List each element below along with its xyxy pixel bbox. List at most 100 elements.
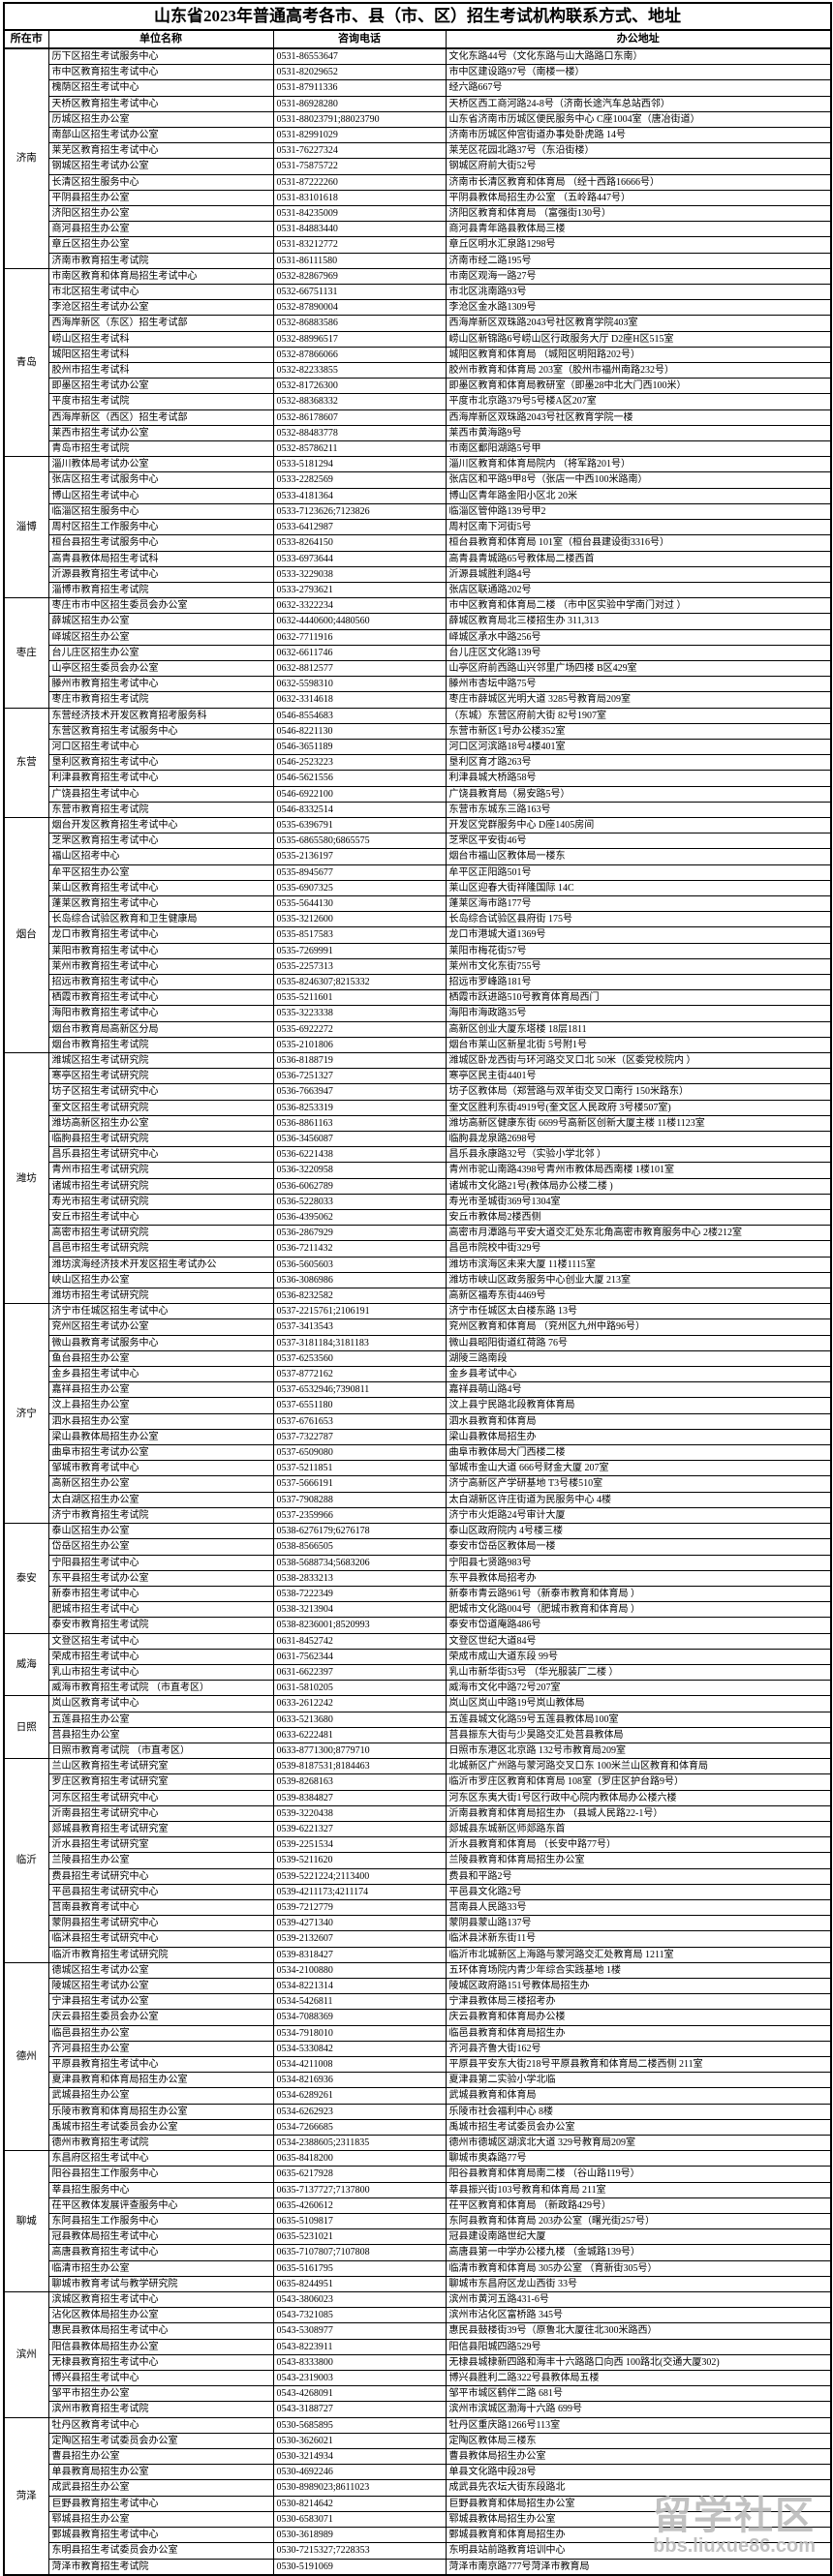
phone-cell: 0537-5211851 — [272, 1460, 447, 1477]
phone-cell: 0530-3214934 — [272, 2448, 447, 2466]
address-cell: 蒙阴县蒙山路137号 — [445, 1915, 832, 1932]
unit-name-cell: 阳信县教体局招生办公室 — [47, 2338, 274, 2355]
phone-cell: 0635-4260612 — [272, 2197, 447, 2215]
address-cell: 开发区党群服务中心 D座1405房间 — [445, 816, 832, 834]
unit-name-cell: 泗水县招生办公室 — [47, 1412, 274, 1430]
phone-cell: 0537-7322787 — [272, 1428, 447, 1446]
unit-name-cell: 曲阜市招生考试办公室 — [47, 1444, 274, 1462]
phone-cell: 0537-6532946;7390811 — [272, 1381, 447, 1399]
phone-cell: 0635-5161795 — [272, 2259, 447, 2277]
unit-name-cell: 牟平区招生办公室 — [47, 864, 274, 881]
unit-name-cell: 太白湖区招生办公室 — [47, 1491, 274, 1508]
city-cell: 临沂 — [3, 1758, 49, 1963]
phone-cell: 0546-2523223 — [272, 754, 447, 772]
phone-cell: 0535-2257313 — [272, 957, 447, 975]
table-row: 天桥区教育招生考试中心 0531-86928280 天桥区西工商河路24-8号（济南… — [4, 95, 832, 112]
unit-name-cell: 河口区招生考试中心 — [47, 738, 274, 756]
unit-name-cell: 日照市教育考试院 （市直考区） — [47, 1742, 274, 1760]
address-cell: 李沧区金水路1309号 — [445, 299, 832, 317]
city-cell: 烟台 — [3, 816, 49, 1054]
unit-name-cell: 临清市招生办公室 — [47, 2259, 274, 2277]
address-cell: 乳山市新华街53号 （华光服装厂二楼 ） — [445, 1663, 832, 1682]
unit-name-cell: 潍城区招生考试研究院 — [47, 1051, 274, 1070]
address-cell: 莱阳市梅花街57号 — [445, 942, 832, 959]
phone-cell: 0532-85786211 — [272, 440, 447, 458]
unit-name-cell: 平度市招生考试院 — [47, 393, 274, 410]
unit-name-cell: 长清区招生服务中心 — [47, 173, 274, 191]
address-cell: 梁山县教体局招生办 — [445, 1428, 832, 1446]
address-cell: 崂山区新锦路6号崂山区行政服务大厅 D2座H区515室 — [445, 330, 832, 348]
unit-name-cell: 茌平区教体发展评查服务中心 — [47, 2197, 274, 2215]
table-row: 滨州市教育招生考试院 0543-3188727 滨州市滨城区渤海十六路 699号 — [4, 2401, 832, 2418]
unit-name-cell: 临淄区招生服务中心 — [47, 502, 274, 521]
unit-name-cell: 市北区招生考试中心 — [47, 284, 274, 301]
unit-name-cell: 莒县招生办公室 — [47, 1726, 274, 1743]
city-cell: 济宁 — [3, 1303, 49, 1525]
address-cell: 曹县教体局招生办公室 — [445, 2448, 832, 2466]
contact-table: 山东省2023年普通高考各市、县（市、区）招生考试机构联系方式、地址 所在市 单… — [3, 2, 832, 2576]
unit-name-cell: 淄川教体局考试办公室 — [47, 456, 274, 473]
unit-name-cell: 东平县招生考试办公室 — [47, 1569, 274, 1587]
table-row: 台儿庄区招生办公室 0632-6611746 台儿庄区文化路139号 — [4, 644, 832, 661]
phone-cell: 0535-6396791 — [272, 816, 447, 834]
address-cell: 嘉祥县萌山路4号 — [445, 1381, 832, 1399]
table-row: 沾化区教体局招生办公室 0543-7321085 滨州市沾化区富桥路 345号 — [4, 2307, 832, 2324]
city-group: 东营 东营经济技术开发区教育招考服务科 0546-8554683 （东城）东营区府前大… — [3, 707, 832, 818]
phone-cell: 0536-3456087 — [272, 1131, 447, 1148]
phone-cell: 0535-5644130 — [272, 894, 447, 913]
address-cell: 济阳区教育和体育局 （富强街130号） — [445, 205, 832, 223]
unit-name-cell: 西海岸新区（东区）招生考试部 — [47, 315, 274, 332]
address-cell: 潍坊市滨海区未来大厦 11楼1115室 — [445, 1256, 832, 1273]
address-cell: 费县和平路2号 — [445, 1867, 832, 1885]
city-group: 泰安 泰山区招生办公室 0538-6276179;6276178 泰山区政府院内 4号… — [3, 1523, 832, 1634]
phone-cell: 0546-3651189 — [272, 738, 447, 756]
address-cell: 城阳区教育和体育局 （城阳区明阳路202号） — [445, 346, 832, 364]
unit-name-cell: 沾化区教体局招生办公室 — [47, 2307, 274, 2324]
table-row: 即墨区招生考试办公室 0532-81726300 即墨区教育和体育局教研室（即墨28… — [4, 378, 832, 395]
unit-name-cell: 高青县教体局招生考试科 — [47, 550, 274, 567]
table-row: 临沂市教育招生考试研究院 0539-8318427 临沂市北城新区上海路与蒙河路交汇… — [4, 1946, 832, 1963]
phone-cell: 0546-8332514 — [272, 801, 447, 818]
unit-name-cell: 潍坊滨海经济技术开发区招生考试办公 — [47, 1256, 274, 1273]
unit-name-cell: 夏津县教育和体育局招生办公室 — [47, 2072, 274, 2089]
address-cell: 临淄区管仲路139号甲2 — [445, 502, 832, 521]
address-cell: 成武县先农坛大街东段路北 — [445, 2479, 832, 2497]
phone-cell: 0531-88023791;88023790 — [272, 110, 447, 129]
address-cell: 济宁市火炬路24号审计大厦 — [445, 1506, 832, 1525]
phone-cell: 0633-5213680 — [272, 1711, 447, 1728]
phone-cell: 0635-6217928 — [272, 2166, 447, 2183]
table-row: 牟平区招生办公室 0535-8945677 牟平区正阳路501号 — [4, 864, 832, 881]
table-row: 菏泽 牡丹区教育考试中心 0530-5685895 牡丹区重庆路1266号113室 — [3, 2416, 832, 2576]
unit-name-cell: 五莲县招生办公室 — [47, 1711, 274, 1728]
address-cell: 河口区河滨路18号4楼401室 — [445, 738, 832, 756]
unit-name-cell: 台儿庄区招生办公室 — [47, 644, 274, 661]
phone-cell: 0632-5598310 — [272, 676, 447, 693]
table-row: 潍坊滨海经济技术开发区招生考试办公 0536-5605603 潍坊市滨海区未来大厦 … — [4, 1256, 832, 1273]
unit-name-cell: 费县招生考试研究中心 — [47, 1867, 274, 1885]
phone-cell: 0543-5308977 — [272, 2322, 447, 2340]
phone-cell: 0532-88996517 — [272, 330, 447, 348]
table-row: 兰陵县招生办公室 0539-5211620 兰陵县教育和体育局招生办公室 — [4, 1852, 832, 1869]
unit-name-cell: 庆云县招生委员会办公室 — [47, 2009, 274, 2026]
address-cell: 峄城区承水中路256号 — [445, 628, 832, 646]
address-cell: 兖州区教育和体育局 （兖州区九州中路96号） — [445, 1318, 832, 1336]
phone-cell: 0537-2215761;2106191 — [272, 1303, 447, 1320]
address-cell: 惠民县鼓楼街39号（原鲁北大厦往北300米路西） — [445, 2322, 832, 2340]
table-row: 潍坊市招生考试研究院 0536-8232582 高新区福寿东街4469号 — [4, 1288, 832, 1305]
phone-cell: 0530-3626021 — [272, 2432, 447, 2450]
address-cell: 金乡县考试中心 — [445, 1366, 832, 1383]
unit-name-cell: 峄城区招生办公室 — [47, 628, 274, 646]
address-cell: 邹平市城区鹤伴二路 681号 — [445, 2385, 832, 2403]
phone-cell: 0543-8223911 — [272, 2338, 447, 2355]
table-row: 沂南县招生考试研究中心 0539-3220438 沂南县教育和体育局招生办 （县城人… — [4, 1804, 832, 1822]
phone-cell: 0530-4692246 — [272, 2464, 447, 2481]
unit-name-cell: 泰山区招生办公室 — [47, 1523, 274, 1540]
address-cell: 兰陵县教育和体育局招生办公室 — [445, 1852, 832, 1869]
phone-cell: 0531-82991029 — [272, 127, 447, 144]
phone-cell: 0635-7137727;7137800 — [272, 2181, 447, 2198]
phone-cell: 0533-8264150 — [272, 534, 447, 552]
address-cell: 济南市历城区仲宫街道办事处卧虎路 14号 — [445, 127, 832, 144]
phone-cell: 0537-8772162 — [272, 1366, 447, 1383]
city-cell: 淄博 — [3, 456, 49, 599]
unit-name-cell: 桓台县招生考试服务中心 — [47, 534, 274, 552]
